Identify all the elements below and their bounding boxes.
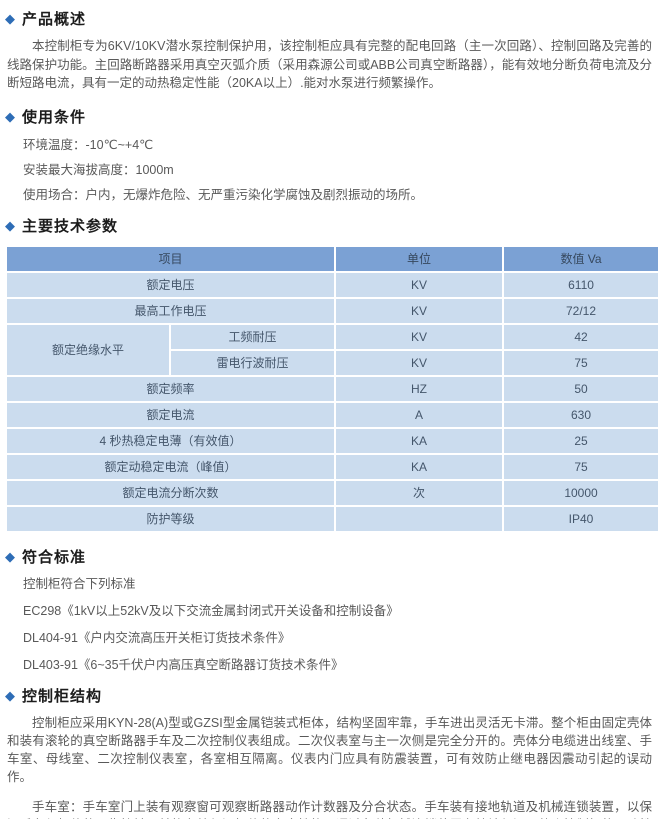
- section-heading-overview: ◆ 产品概述: [5, 8, 654, 29]
- table-row: 额定电压 KV 6110: [7, 272, 659, 297]
- cell-value: 75: [504, 454, 659, 479]
- cell-value: 42: [504, 324, 659, 349]
- diamond-bullet-icon: ◆: [5, 548, 15, 564]
- condition-item-temperature: 环境温度：-10℃~+4℃: [23, 137, 154, 152]
- cell-value: 75: [504, 350, 659, 375]
- overview-paragraph: 本控制柜专为6KV/10KV潜水泵控制保护用，该控制柜应具有完整的配电回路（主一…: [7, 39, 652, 90]
- table-row: 最高工作电压 KV 72/12: [7, 298, 659, 323]
- cell-unit: KA: [336, 428, 503, 453]
- cell-unit: KV: [336, 272, 503, 297]
- cell-unit: KV: [336, 298, 503, 323]
- cell-unit: 次: [336, 480, 503, 505]
- table-row: 额定绝缘水平 工频耐压 KV 42: [7, 324, 659, 375]
- table-header-row: 项目 单位 数值 Va: [7, 246, 659, 271]
- cell-item: 最高工作电压: [7, 298, 335, 323]
- cell-unit: A: [336, 402, 503, 427]
- standard-item: DL404-91《户内交流高压开关柜订货技术条件》: [23, 630, 291, 645]
- condition-item-location: 使用场合：户内，无爆炸危险、无严重污染化学腐蚀及剧烈振动的场所。: [23, 187, 424, 202]
- cell-sub-item: 工频耐压: [171, 324, 335, 349]
- section-title: 控制柜结构: [22, 687, 103, 705]
- table-row: 雷电行波耐压 KV 75: [7, 350, 659, 375]
- cell-sub-item: 雷电行波耐压: [171, 350, 335, 375]
- cell-item: 4 秒热稳定电薄（有效值）: [7, 428, 335, 453]
- section-title: 产品概述: [22, 11, 87, 28]
- standard-item: DL403-91《6~35千伏户内高压真空断路器订货技术条件》: [23, 657, 344, 672]
- section-heading-standards: ◆ 符合标准: [5, 546, 654, 567]
- column-header-value: 数值 Va: [504, 246, 659, 271]
- cell-item: 额定电流分断次数: [7, 480, 335, 505]
- cell-unit: KV: [336, 350, 503, 375]
- cell-value: 72/12: [504, 298, 659, 323]
- cell-item: 额定电压: [7, 272, 335, 297]
- diamond-bullet-icon: ◆: [5, 687, 15, 703]
- diamond-bullet-icon: ◆: [5, 217, 15, 233]
- column-header-item: 项目: [7, 246, 335, 271]
- cell-value: 25: [504, 428, 659, 453]
- section-title: 使用条件: [22, 108, 87, 126]
- standard-item: EC298《1kV以上52kV及以下交流金属封闭式开关设备和控制设备》: [23, 603, 399, 618]
- cell-value: 50: [504, 376, 659, 401]
- conditions-list: 环境温度：-10℃~+4℃ 安装最大海拔高度：1000m 使用场合：户内，无爆炸…: [23, 137, 654, 202]
- diamond-bullet-icon: ◆: [5, 11, 15, 26]
- condition-item-altitude: 安装最大海拔高度：1000m: [23, 162, 174, 177]
- structure-paragraph: 控制柜应采用KYN-28(A)型或GZSI型金属铠装式柜体，结构坚固牢靠，手车进…: [7, 715, 652, 784]
- cell-value: 6110: [504, 272, 659, 297]
- cell-unit: [336, 506, 503, 531]
- standards-list: 控制柜符合下列标准 EC298《1kV以上52kV及以下交流金属封闭式开关设备和…: [23, 577, 654, 672]
- standards-intro: 控制柜符合下列标准: [23, 576, 136, 591]
- section-heading-structure: ◆ 控制柜结构: [5, 685, 654, 706]
- cell-value: 630: [504, 402, 659, 427]
- section-title: 符合标准: [22, 548, 87, 566]
- cell-item: 额定动稳定电流（峰值）: [7, 454, 335, 479]
- cell-item: 额定电流: [7, 402, 335, 427]
- parameters-table: 项目 单位 数值 Va 额定电压 KV 6110 最高工作电压 KV 72/12…: [5, 244, 660, 533]
- cell-value: IP40: [504, 506, 659, 531]
- section-heading-conditions: ◆ 使用条件: [5, 106, 654, 127]
- table-row: 额定电流分断次数 次 10000: [7, 480, 659, 505]
- table-row: 防护等级 IP40: [7, 506, 659, 531]
- column-header-unit: 单位: [336, 246, 503, 271]
- diamond-bullet-icon: ◆: [5, 108, 15, 124]
- cell-item: 防护等级: [7, 506, 335, 531]
- table-row: 额定动稳定电流（峰值） KA 75: [7, 454, 659, 479]
- cell-item-group: 额定绝缘水平: [7, 324, 169, 375]
- section-heading-parameters: ◆ 主要技术参数: [5, 215, 654, 236]
- table-row: 额定频率 HZ 50: [7, 376, 659, 401]
- table-row: 额定电流 A 630: [7, 402, 659, 427]
- structure-paragraph-handcart: 手车室：手车室门上装有观察窗可观察断路器动作计数器及分合状态。手车装有接地轨道及…: [7, 799, 652, 819]
- section-title: 主要技术参数: [22, 217, 119, 235]
- cell-value: 10000: [504, 480, 659, 505]
- cell-unit: KA: [336, 454, 503, 479]
- table-row: 4 秒热稳定电薄（有效值） KA 25: [7, 428, 659, 453]
- cell-unit: HZ: [336, 376, 503, 401]
- cell-unit: KV: [336, 324, 503, 349]
- cell-item: 额定频率: [7, 376, 335, 401]
